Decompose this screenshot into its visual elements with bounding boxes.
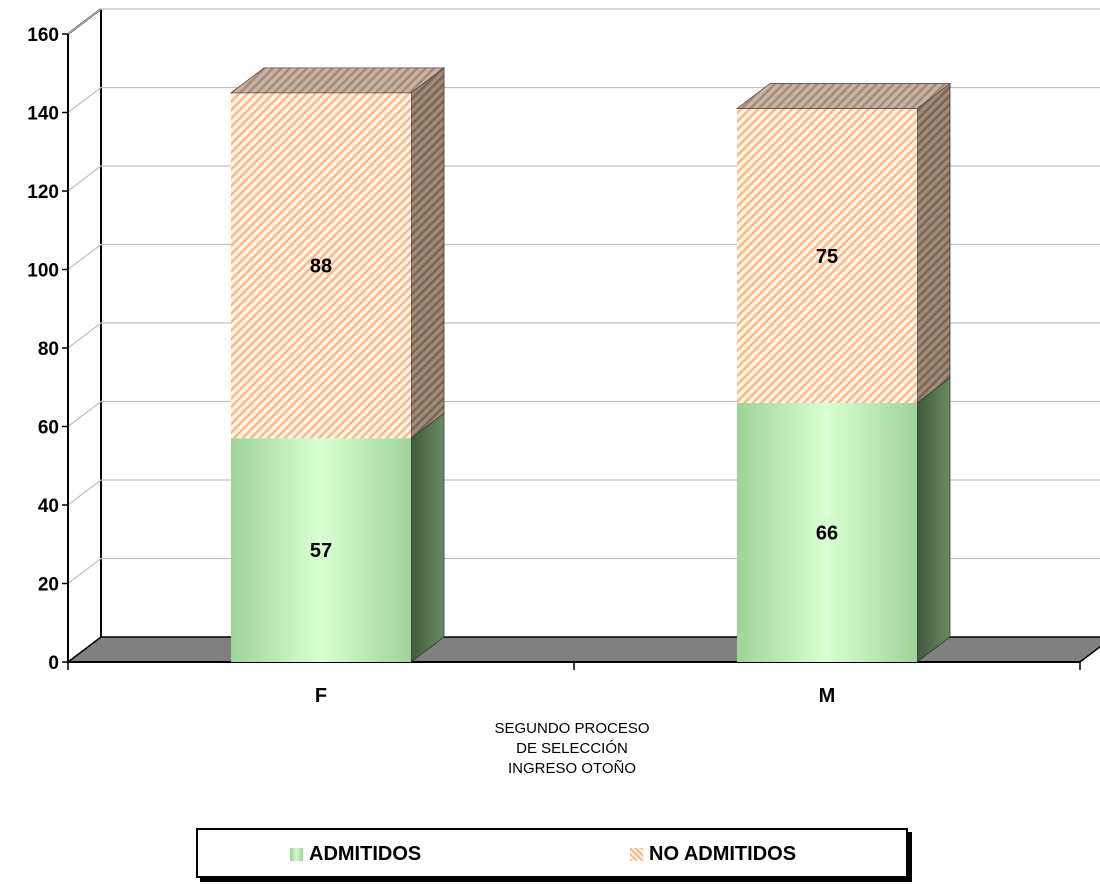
x-axis-title-line-2: DE SELECCIÓN xyxy=(516,740,628,757)
bar-side-no-admitidos-m xyxy=(916,82,951,404)
y-tick-label-20: 20 xyxy=(38,575,59,596)
x-axis-title-line-3: INGRESO OTOÑO xyxy=(508,760,636,777)
bar-side-admitidos-f xyxy=(410,412,445,663)
x-category-label-f: F xyxy=(315,685,327,707)
bar-no-admitidos-f xyxy=(231,92,411,439)
data-label-no-admitidos-f: 88 xyxy=(310,256,332,278)
y-tick-label-40: 40 xyxy=(38,496,59,517)
data-label-admitidos-m: 66 xyxy=(816,522,838,544)
y-tick-label-120: 120 xyxy=(27,182,59,203)
y-tick-label-140: 140 xyxy=(27,104,59,125)
legend-swatch-admitidos xyxy=(290,848,303,861)
y-tick-label-160: 160 xyxy=(27,25,59,46)
x-category-label-m: M xyxy=(819,685,836,707)
y-tick-label-60: 60 xyxy=(38,418,59,439)
legend: ADMITIDOS NO ADMITIDOS xyxy=(196,828,908,878)
bar-top-m xyxy=(735,83,952,109)
legend-label-admitidos: ADMITIDOS xyxy=(309,843,422,865)
bar-admitidos-f xyxy=(231,438,411,662)
legend-swatch-no-admitidos xyxy=(630,848,643,861)
data-label-no-admitidos-m: 75 xyxy=(816,246,838,268)
bar-side-no-admitidos-f xyxy=(410,67,445,440)
y-tick-label-100: 100 xyxy=(27,261,59,282)
x-axis-title-line-1: SEGUNDO PROCESO xyxy=(494,720,649,737)
bar-side-admitidos-m xyxy=(916,377,951,663)
y-tick-label-0: 0 xyxy=(48,653,59,674)
legend-label-no-admitidos: NO ADMITIDOS xyxy=(649,843,797,865)
y-tick-label-80: 80 xyxy=(38,339,59,360)
bar-admitidos-m xyxy=(737,402,917,662)
data-label-admitidos-f: 57 xyxy=(310,540,332,562)
legend-item-admitidos: ADMITIDOS xyxy=(290,843,421,866)
y-axis: 0 20 40 60 80 100 120 140 160 xyxy=(27,25,69,674)
bars xyxy=(229,67,952,663)
legend-item-no-admitidos: NO ADMITIDOS xyxy=(630,843,796,866)
bar-top-f xyxy=(229,67,446,94)
gridline-160 xyxy=(67,8,1100,35)
bar-no-admitidos-m xyxy=(737,108,917,403)
data-labels: 57 88 66 75 xyxy=(310,246,838,562)
